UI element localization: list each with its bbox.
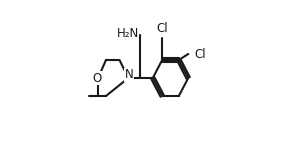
Text: H₂N: H₂N [117,27,139,40]
Text: O: O [92,72,101,85]
Text: N: N [125,69,133,82]
Text: Cl: Cl [156,22,168,35]
Text: Cl: Cl [194,48,206,61]
